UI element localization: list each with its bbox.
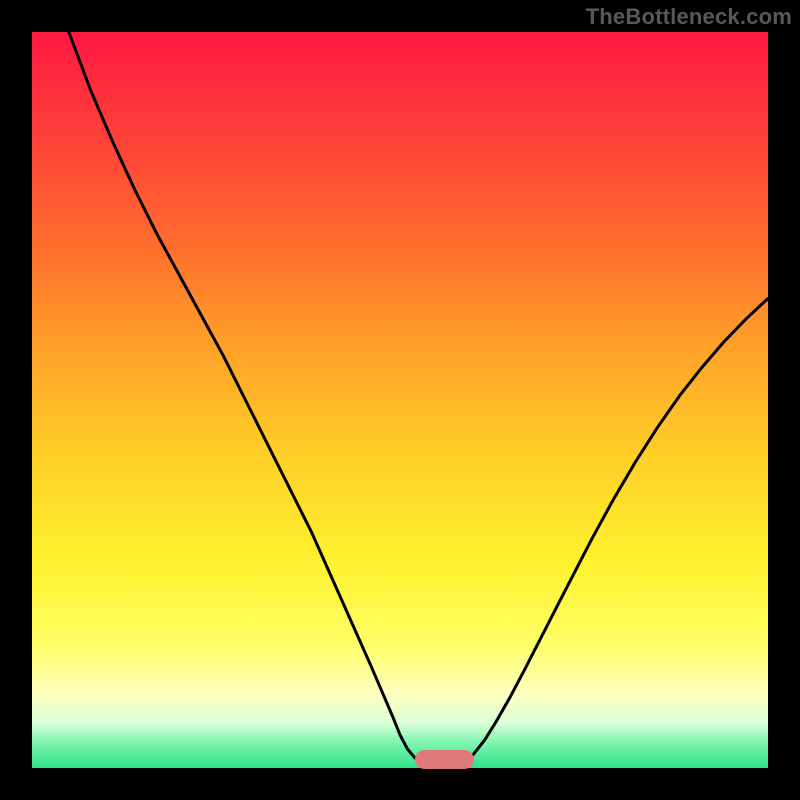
plot-area <box>32 32 768 768</box>
minimum-marker <box>415 750 474 769</box>
watermark-text: TheBottleneck.com <box>586 4 792 30</box>
gradient-background <box>32 32 768 768</box>
bottleneck-chart: TheBottleneck.com <box>0 0 800 800</box>
plot-svg <box>32 32 768 768</box>
